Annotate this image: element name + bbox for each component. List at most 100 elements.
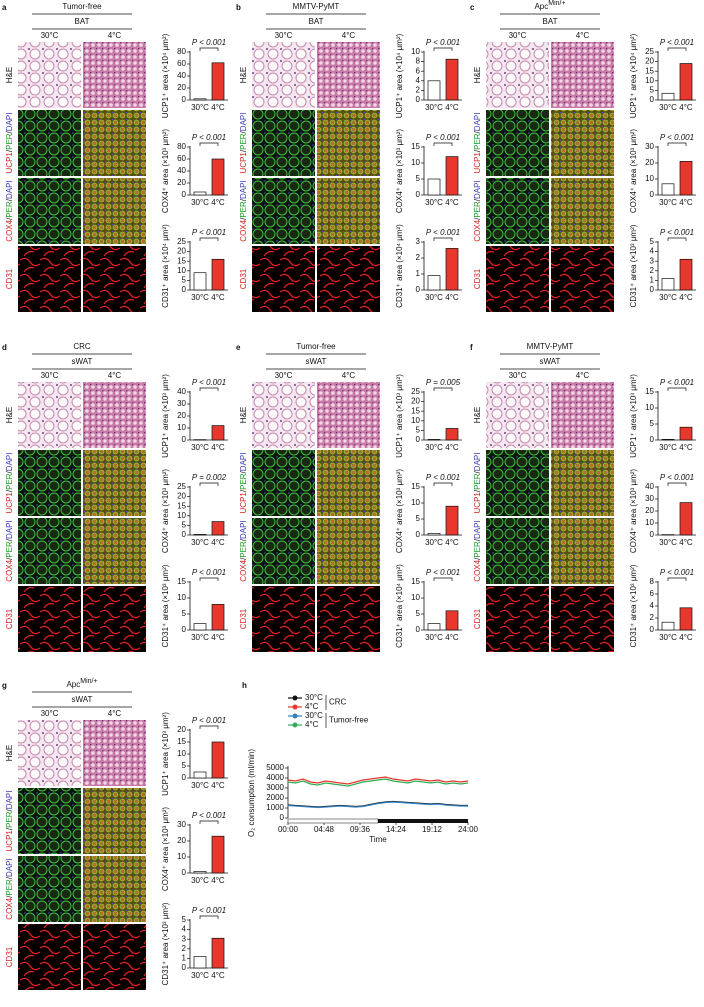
row-label-part: H&E (239, 407, 248, 423)
y-tick-label: 20 (645, 506, 654, 515)
x-tick-label: 4°C (211, 633, 225, 642)
row-label-part: / (239, 470, 248, 473)
row-label: CD31 (473, 608, 482, 629)
micrograph (486, 518, 549, 584)
bar (661, 92, 675, 101)
micrograph (317, 178, 380, 244)
row-label: H&E (5, 67, 14, 83)
row-label-part: CD31 (5, 946, 14, 967)
row-label-part: PER (239, 541, 248, 558)
p-value: P < 0.001 (192, 716, 226, 725)
significance-bracket (433, 577, 453, 581)
p-value: P < 0.001 (192, 811, 226, 820)
row-label-part: COX4 (5, 897, 14, 919)
p-value: P < 0.001 (660, 228, 694, 237)
y-tick-label: 10 (177, 852, 186, 861)
panel-letter: a (2, 3, 7, 12)
tissue-label: sWAT (306, 357, 327, 366)
y-tick-label: 15 (177, 501, 186, 510)
micrograph (18, 924, 81, 990)
bar (445, 428, 459, 441)
y-tick-label: 4 (416, 76, 421, 85)
row-label: CD31 (473, 268, 482, 289)
row-label-part: / (239, 217, 248, 220)
y-tick-label: 5 (182, 915, 187, 924)
micrograph (252, 518, 315, 584)
bar (427, 275, 441, 291)
y-tick-label: 15 (645, 66, 654, 75)
row-label: COX4/PER/DAPI (473, 180, 482, 241)
title-text: CRC (73, 342, 91, 351)
tissue-label: sWAT (72, 695, 93, 704)
micrograph (551, 450, 614, 516)
row-label-part: DAPI (473, 180, 482, 199)
micrograph (252, 382, 315, 448)
micrograph (83, 518, 146, 584)
micrograph (83, 720, 146, 786)
condition-label: 30°C (275, 31, 293, 40)
row-label-part: UCP1 (239, 492, 248, 514)
tissue-label: sWAT (72, 357, 93, 366)
micrograph (83, 788, 146, 854)
row-label-part: COX4 (473, 559, 482, 581)
row-label: H&E (5, 745, 14, 761)
row-label-part: UCP1 (473, 152, 482, 174)
y-tick-label: 40 (177, 71, 186, 80)
y-tick-label: 1 (182, 954, 187, 963)
significance-bracket (199, 47, 219, 51)
panel-title: ApcMin/+ (66, 678, 97, 689)
p-value: P < 0.001 (426, 133, 460, 142)
micrograph (18, 42, 81, 108)
p-value: P < 0.001 (192, 906, 226, 915)
title-text: Tumor-free (62, 2, 102, 11)
row-label: H&E (5, 407, 14, 423)
y-tick-label: 25 (411, 387, 420, 396)
title-superscript: Min/+ (548, 0, 565, 7)
y-tick-label: 20 (411, 397, 420, 406)
panel-letter: b (236, 3, 241, 12)
y-tick-label: 0 (650, 285, 655, 294)
bar (211, 521, 225, 536)
micrograph (18, 246, 81, 312)
panel-title: MMTV-PyMT (293, 2, 340, 11)
row-label-part: DAPI (239, 113, 248, 132)
row-label-part: DAPI (5, 453, 14, 472)
micrograph (317, 518, 380, 584)
x-axis-label: Time (369, 835, 387, 844)
y-tick-label: 6 (650, 589, 655, 598)
x-tick-label: 30°C (425, 443, 443, 452)
micrograph (83, 450, 146, 516)
row-label: H&E (473, 67, 482, 83)
row-label-part: DAPI (239, 453, 248, 472)
tissue-label: BAT (543, 17, 558, 26)
y-tick-label: 2 (650, 266, 655, 275)
row-label-part: / (473, 557, 482, 560)
significance-bracket (199, 820, 219, 824)
y-tick-label: 4 (650, 601, 655, 610)
y-tick-label: 40 (177, 387, 186, 396)
y-tick-label: 2 (416, 86, 421, 95)
tissue-label: BAT (309, 17, 324, 26)
y-tick-label: 15 (411, 577, 420, 586)
y-tick-label: 5 (182, 761, 187, 770)
significance-bracket (433, 387, 453, 391)
y-tick-label: 5 (182, 609, 187, 618)
y-tick-label: 10 (645, 174, 654, 183)
condition-label: 30°C (509, 371, 527, 380)
bar (193, 98, 207, 101)
x-tick-label: 4°C (679, 103, 693, 112)
micrograph (486, 246, 549, 312)
row-label-part: / (5, 827, 14, 830)
row-label: COX4/PER/DAPI (239, 520, 248, 581)
y-tick-label: 0 (182, 285, 187, 294)
x-tick-label: 30°C (659, 198, 677, 207)
y-tick-label: 10 (411, 47, 420, 56)
micrograph (486, 382, 549, 448)
micrograph (551, 110, 614, 176)
bar (661, 278, 675, 291)
y-tick-label: 15 (177, 577, 186, 586)
x-tick-label: 4°C (679, 293, 693, 302)
series-line (287, 801, 468, 809)
bar (211, 258, 225, 291)
bar (445, 58, 459, 101)
